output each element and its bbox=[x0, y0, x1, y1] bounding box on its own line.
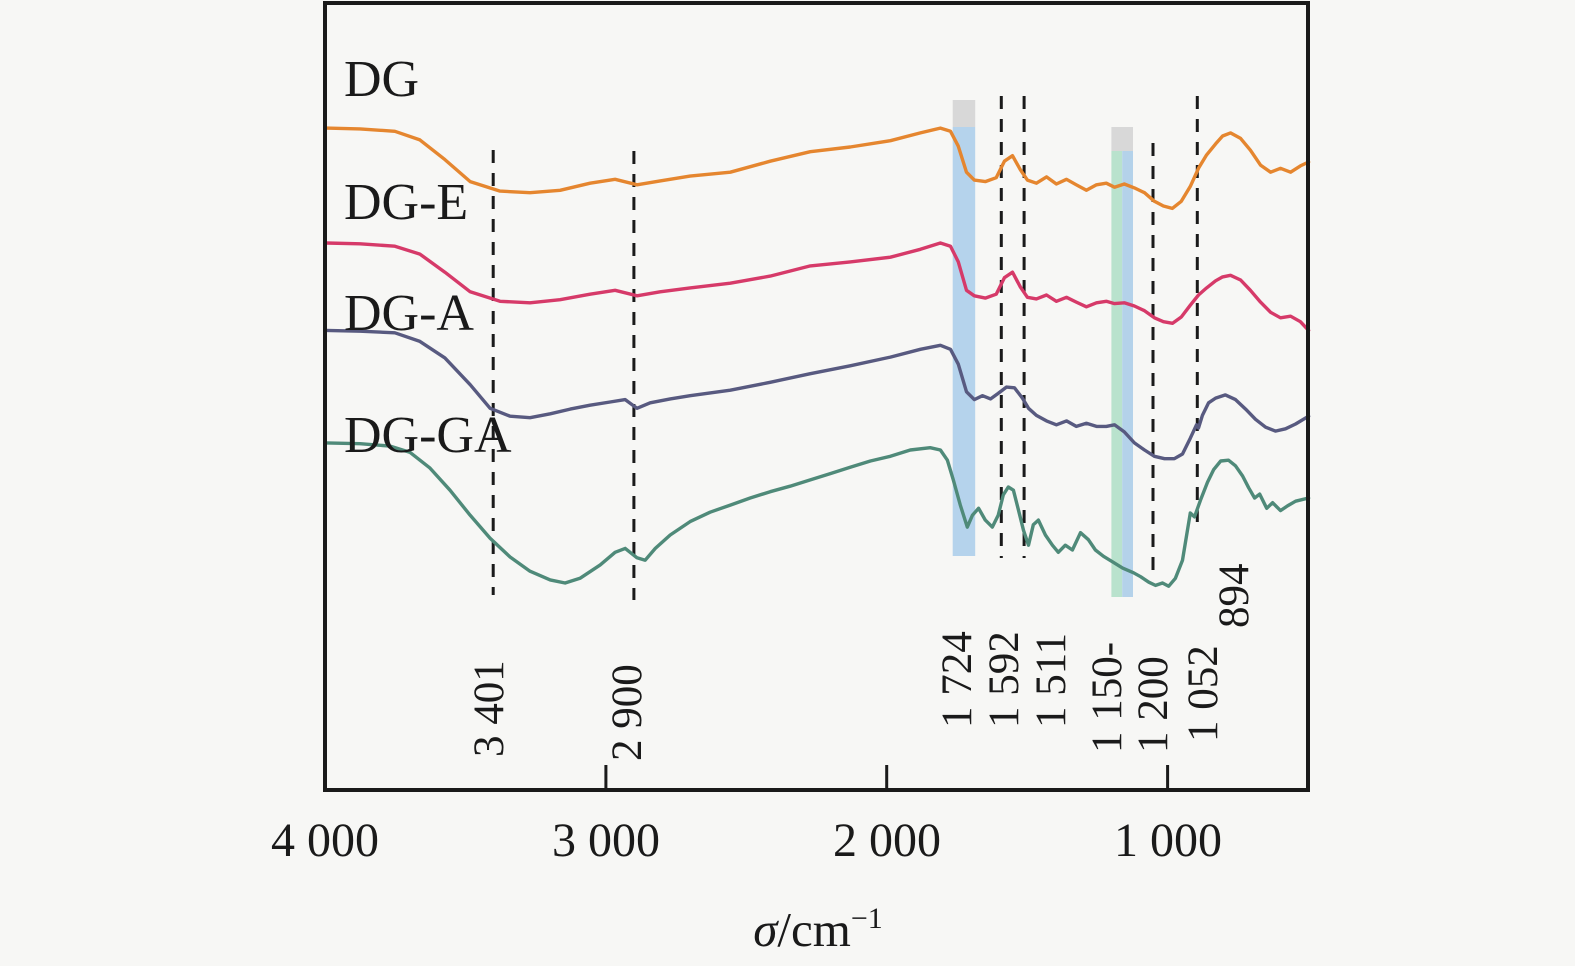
highlight-band-1-strip-1 bbox=[1122, 151, 1133, 597]
peak-label-1724: 1 724 bbox=[934, 631, 981, 728]
peak-label-1511: 1 511 bbox=[1028, 633, 1075, 728]
series-label-dg-e: DG-E bbox=[344, 174, 468, 231]
spectrum-curve-dg-a bbox=[324, 328, 1311, 461]
series-label-dg-ga: DG-GA bbox=[344, 407, 512, 464]
x-axis-title-unit: /cm bbox=[777, 902, 850, 957]
spectrum-curve-dg-ga bbox=[324, 441, 1311, 588]
peak-label-894: 894 bbox=[1211, 564, 1258, 629]
x-tick-label-4000: 4 000 bbox=[271, 814, 379, 867]
band-gray-cap-1 bbox=[1111, 127, 1133, 151]
peak-label-2900: 2 900 bbox=[604, 664, 651, 761]
spectrum-curve-dg bbox=[324, 126, 1311, 211]
x-axis-title: σ/cm−1 bbox=[753, 902, 883, 957]
x-axis-title-sigma: σ bbox=[753, 902, 779, 957]
x-tick-labels: 4 000 3 000 2 000 1 000 bbox=[271, 814, 1222, 867]
highlight-bands-layer bbox=[952, 100, 1133, 597]
series-label-dg-a: DG-A bbox=[344, 285, 474, 342]
highlight-band-1-strip-0 bbox=[1111, 151, 1123, 597]
peak-label-1150: 1 150- bbox=[1084, 642, 1131, 753]
axis-ticks-layer bbox=[323, 765, 1170, 788]
peak-label-3401: 3 401 bbox=[466, 660, 513, 757]
peak-label-1200: 1 200 bbox=[1130, 656, 1177, 753]
series-labels: DG DG-E DG-A DG-GA bbox=[344, 51, 512, 464]
peak-wavenumber-labels: 3 401 2 900 1 724 1 592 1 511 1 150- 1 2… bbox=[466, 564, 1258, 762]
x-axis-title-exponent: −1 bbox=[851, 902, 883, 935]
spectrum-curve-dg-e bbox=[324, 241, 1311, 333]
band-gray-cap-0 bbox=[952, 100, 976, 127]
x-tick-label-1000: 1 000 bbox=[1114, 814, 1222, 867]
highlight-band-0-strip-0 bbox=[952, 127, 976, 556]
spectra-curves-layer bbox=[324, 126, 1311, 588]
x-tick-label-2000: 2 000 bbox=[833, 814, 941, 867]
peak-label-1052: 1 052 bbox=[1180, 645, 1227, 742]
plot-frame bbox=[323, 1, 1310, 792]
series-label-dg: DG bbox=[344, 51, 419, 108]
x-tick-label-3000: 3 000 bbox=[552, 814, 660, 867]
peak-label-1592: 1 592 bbox=[981, 631, 1028, 728]
